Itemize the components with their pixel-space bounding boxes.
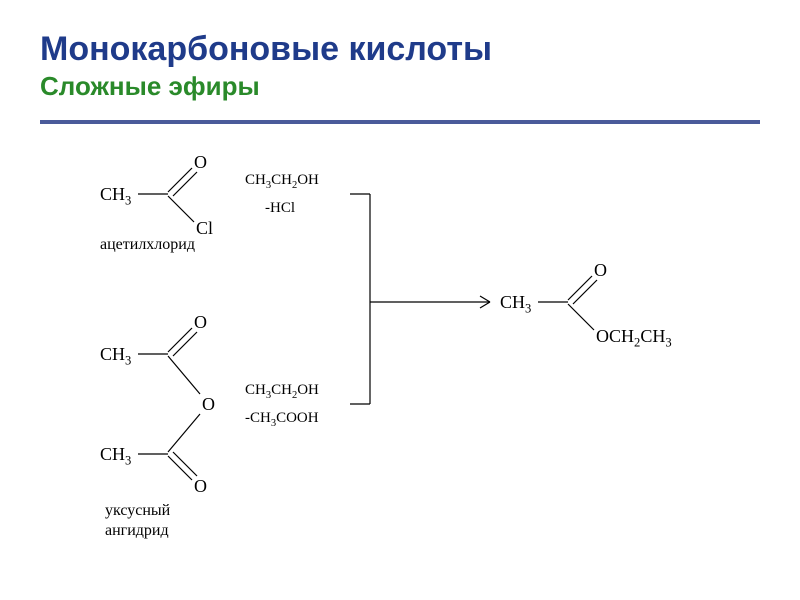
r2-reagb-a: -CH — [245, 410, 271, 426]
p-ch3-s: 3 — [525, 302, 531, 316]
r1-reag-a: CH — [245, 172, 266, 188]
title-main: Монокарбоновые кислоты — [40, 30, 760, 69]
r1-reag-b: CH — [271, 172, 292, 188]
reactant2-o-mid: O — [202, 394, 215, 415]
r2-om-t: O — [202, 394, 215, 414]
r2-ch3a-s: 3 — [125, 354, 131, 368]
reactant2-o-top: O — [194, 312, 207, 333]
reaction-diagram: CH3 O Cl ацетилхлорид CH3CH2OH -HCl CH3 … — [0, 124, 800, 584]
reactant1-reagent-bot: -HCl — [265, 200, 295, 217]
p-och-a: OCH — [596, 326, 634, 346]
product-ch3: CH3 — [500, 292, 531, 317]
title-block: Монокарбоновые кислоты Сложные эфиры — [0, 0, 800, 112]
p-och-s2: 3 — [665, 336, 671, 350]
reactant1-reagent-top: CH3CH2OH — [245, 172, 319, 191]
r1-ch3-sub: 3 — [125, 194, 131, 208]
r1-reag-c: OH — [297, 172, 319, 188]
p-ch3-t: CH — [500, 292, 525, 312]
r2-reag-a: CH — [245, 382, 266, 398]
r2-reag-c: OH — [297, 382, 319, 398]
product-o-top: O — [594, 260, 607, 281]
r2-reag-b: CH — [271, 382, 292, 398]
reactant1-ch3: CH3 — [100, 184, 131, 209]
product-och2ch3: OCH2CH3 — [596, 326, 672, 351]
r2-reagb-b: COOH — [276, 410, 319, 426]
r1-o-text: O — [194, 152, 207, 172]
r1-cl-text: Cl — [196, 218, 213, 238]
reactant2-ch3b: CH3 — [100, 444, 131, 469]
reactant2-reagent-bot: -CH3COOH — [245, 410, 319, 429]
reactant2-reagent-top: CH3CH2OH — [245, 382, 319, 401]
reactant1-label: ацетилхлорид — [100, 236, 195, 254]
r2-ch3a-t: CH — [100, 344, 125, 364]
reactant1-o: O — [194, 152, 207, 173]
r2-ch3b-s: 3 — [125, 454, 131, 468]
reactant2-label2: ангидрид — [105, 522, 169, 540]
title-sub: Сложные эфиры — [40, 71, 760, 102]
reactant2-o-bot: O — [194, 476, 207, 497]
p-och-b: CH — [640, 326, 665, 346]
r2-ot-t: O — [194, 312, 207, 332]
reactant1-cl: Cl — [196, 218, 213, 239]
p-ot-t: O — [594, 260, 607, 280]
r2-ob-t: O — [194, 476, 207, 496]
r2-ch3b-t: CH — [100, 444, 125, 464]
reactant2-label1: уксусный — [105, 502, 170, 520]
reactant2-ch3a: CH3 — [100, 344, 131, 369]
r1-ch3-text: CH — [100, 184, 125, 204]
